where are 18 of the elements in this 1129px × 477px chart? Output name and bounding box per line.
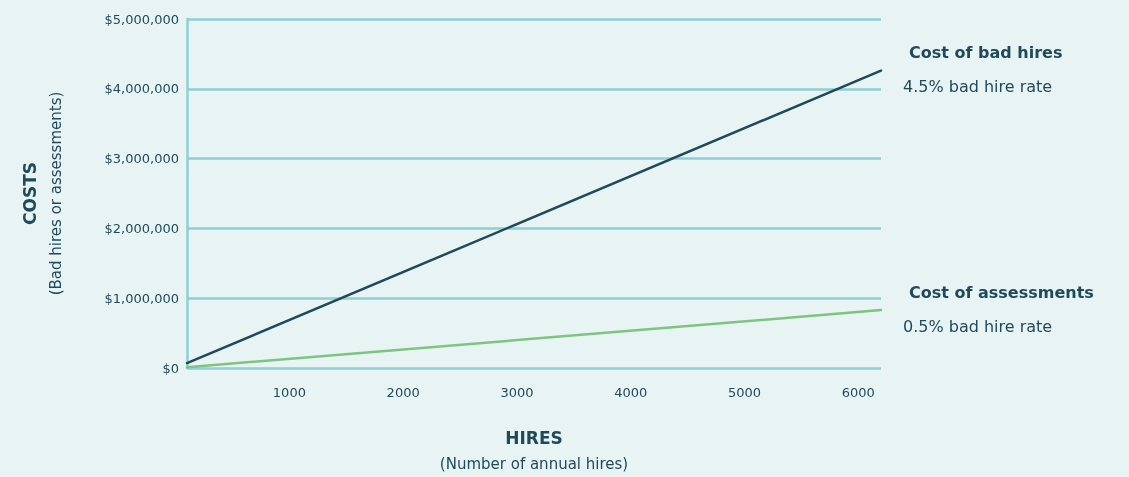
annotation: 4.5% bad hire rate [903,77,1053,97]
x-tick-label: 1000 [272,385,306,400]
x-tick-label: 4000 [614,385,648,400]
y-tick-label: $4,000,000 [104,81,179,97]
series-label: Cost of assessments [909,282,1094,302]
x-tick-label: 3000 [500,385,534,400]
annotation: 0.5% bad hire rate [903,316,1053,336]
y-tick-label: $0 [162,360,179,376]
y-tick-label: $5,000,000 [104,11,179,27]
y-tick-label: $1,000,000 [104,290,179,306]
y-tick-label: $2,000,000 [104,220,179,236]
x-axis-title: HIRES (Number of annual hires) [439,428,629,473]
series-label: Cost of bad hires [909,43,1063,63]
x-tick-label: 6000 [841,385,875,400]
y-axis-title: COSTS (Bad hires or assessments) [20,91,65,296]
y-tick-label: $3,000,000 [104,151,179,167]
x-tick-label: 2000 [386,385,420,400]
x-tick-label: 5000 [727,385,762,400]
